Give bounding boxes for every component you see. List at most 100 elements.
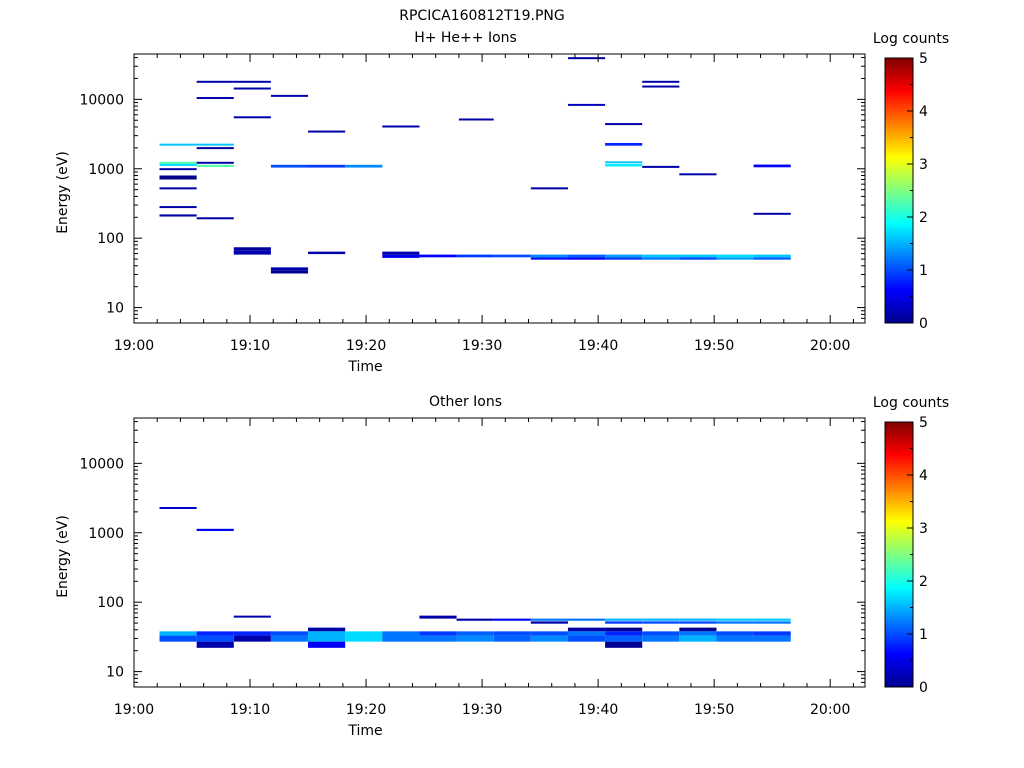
panel-1: 19:00 19:10 19:20 19:30 19:40 19:50 20:0010100…	[55, 30, 949, 375]
heatmap-cell	[308, 631, 346, 642]
colorbar-tick-label: 2	[919, 574, 928, 590]
colorbar-tick-label: 3	[919, 157, 928, 173]
heatmap-cell	[233, 247, 271, 251]
heatmap-cell	[308, 130, 346, 133]
heatmap-cell	[456, 618, 494, 621]
y-axis-label: Energy (eV)	[55, 515, 71, 598]
panel-title: H+ He++ Ions	[414, 30, 517, 46]
heatmap-cell	[270, 635, 309, 642]
y-axis-label: Energy (eV)	[55, 151, 71, 234]
heatmap-cell	[642, 621, 680, 624]
panel-2: 19:00 19:10 19:20 19:30 19:40 19:50 20:0010100…	[55, 394, 949, 739]
colorbar: Log counts 0 1 2 3 4 5	[873, 395, 949, 696]
heatmap-cell	[308, 627, 346, 632]
colorbar-tick-label: 5	[919, 415, 928, 431]
heatmap-cell	[196, 164, 234, 168]
heatmap-cell	[233, 250, 271, 255]
x-tick-label: 19:40	[578, 702, 618, 718]
heatmap-cell	[753, 164, 791, 168]
heatmap-cell	[159, 507, 197, 510]
heatmap-cell	[716, 631, 754, 636]
heatmap-cell	[196, 143, 234, 146]
x-tick-label: 19:30	[462, 338, 502, 354]
heatmap-cell	[419, 631, 457, 636]
heatmap-cell	[382, 251, 420, 255]
colorbar: Log counts 0 1 2 3 4 5	[873, 31, 949, 332]
heatmap-cell	[159, 187, 197, 190]
heatmap-cell	[679, 618, 717, 621]
heatmap-cell	[159, 161, 197, 164]
heatmap-cells	[159, 507, 791, 648]
y-tick-label: 10	[106, 665, 124, 681]
colorbar-tick-label: 5	[919, 51, 928, 67]
colorbar-tick-label: 0	[919, 316, 928, 332]
heatmap-cell	[159, 168, 197, 171]
heatmap-cell	[159, 206, 197, 209]
heatmap-cell	[233, 615, 271, 618]
panel-title: Other Ions	[429, 394, 502, 410]
y-tick-label: 10000	[79, 456, 124, 472]
heatmap-cell	[716, 254, 754, 258]
heatmap-cell	[605, 627, 643, 632]
heatmap-cell	[196, 631, 234, 636]
x-tick-label: 19:10	[230, 702, 270, 718]
heatmap-cell	[233, 87, 271, 90]
colorbar-tick-label: 4	[919, 104, 928, 120]
x-tick-label: 19:00	[114, 338, 154, 354]
y-tick-label: 100	[97, 231, 124, 247]
heatmap-cell	[567, 631, 606, 636]
heatmap-cell	[159, 635, 197, 642]
heatmap-cell	[233, 116, 271, 119]
colorbar-tick-label: 1	[919, 627, 928, 643]
heatmap-cell	[270, 267, 309, 271]
heatmap-cell	[530, 631, 568, 636]
x-tick-label: 19:20	[346, 338, 386, 354]
heatmap-cell	[642, 257, 680, 260]
y-tick-label: 1000	[88, 526, 124, 542]
heatmap-cell	[159, 163, 197, 166]
y-tick-label: 1000	[88, 162, 124, 178]
heatmap-cell	[642, 635, 680, 642]
heatmap-cell	[530, 187, 568, 190]
heatmap-cell	[270, 270, 309, 274]
x-tick-label: 19:00	[114, 702, 154, 718]
heatmap-cell	[530, 618, 568, 621]
heatmap-cell	[382, 125, 420, 128]
heatmap-cell	[605, 641, 643, 648]
heatmap-cell	[567, 57, 606, 60]
heatmap-cell	[196, 147, 234, 150]
heatmap-cell	[382, 254, 420, 258]
plot-frame	[133, 417, 866, 688]
colorbar-tick-label: 1	[919, 263, 928, 279]
colorbar-tick-label: 3	[919, 521, 928, 537]
heatmap-cell	[308, 251, 346, 255]
x-tick-label: 20:00	[810, 338, 850, 354]
heatmap-cell	[605, 161, 643, 164]
heatmap-cell	[642, 80, 680, 83]
heatmap-cell	[530, 257, 568, 260]
heatmap-cell	[679, 254, 717, 258]
colorbar-label: Log counts	[873, 31, 949, 47]
heatmap-cell	[530, 254, 568, 258]
heatmap-cell	[419, 615, 457, 619]
y-tick-label: 10000	[79, 92, 124, 108]
heatmap-cell	[567, 103, 606, 106]
heatmap-cell	[308, 641, 346, 648]
colorbar-gradient	[884, 57, 914, 324]
x-tick-label: 19:20	[346, 702, 386, 718]
heatmap-cell	[419, 635, 457, 642]
figure-title: RPCICA160812T19.PNG	[399, 8, 564, 24]
heatmap-cell	[159, 175, 197, 180]
x-tick-label: 19:40	[578, 338, 618, 354]
heatmap-cell	[567, 254, 606, 258]
heatmap-cell	[605, 618, 643, 621]
colorbar-tick-label: 0	[919, 680, 928, 696]
plot-frame	[133, 53, 866, 324]
x-axis-label: Time	[347, 359, 382, 375]
heatmap-cell	[196, 217, 234, 220]
heatmap-cell	[753, 635, 791, 642]
heatmap-cell	[345, 631, 383, 642]
heatmap-cell	[642, 85, 680, 88]
heatmap-cell	[308, 164, 346, 168]
